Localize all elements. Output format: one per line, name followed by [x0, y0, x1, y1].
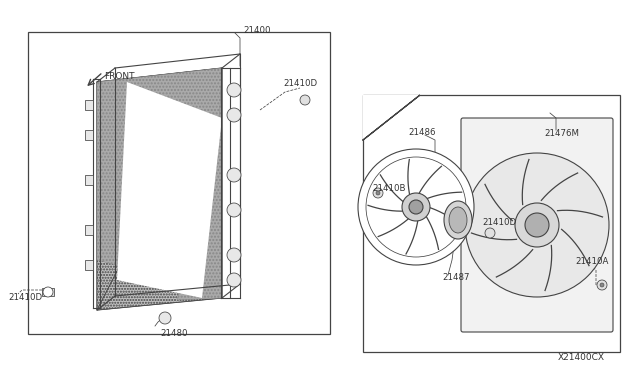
Text: 21400: 21400: [243, 26, 271, 35]
Polygon shape: [97, 68, 222, 310]
Circle shape: [43, 287, 53, 297]
Circle shape: [485, 228, 495, 238]
Polygon shape: [117, 82, 222, 298]
FancyBboxPatch shape: [461, 118, 613, 332]
Circle shape: [409, 200, 423, 214]
Polygon shape: [97, 68, 222, 310]
Polygon shape: [97, 68, 222, 310]
Bar: [42, 288, 54, 296]
Polygon shape: [177, 68, 222, 300]
Circle shape: [525, 213, 549, 237]
Circle shape: [227, 203, 241, 217]
Circle shape: [227, 168, 241, 182]
Circle shape: [373, 188, 383, 198]
Circle shape: [300, 95, 310, 105]
Circle shape: [597, 280, 607, 290]
Text: 21487: 21487: [442, 273, 470, 282]
Text: 21410B: 21410B: [372, 183, 406, 192]
Text: 21476M: 21476M: [544, 128, 579, 138]
Circle shape: [227, 108, 241, 122]
Bar: [85, 175, 93, 185]
Circle shape: [515, 203, 559, 247]
Bar: [85, 260, 93, 270]
Circle shape: [227, 248, 241, 262]
Text: 21410D: 21410D: [482, 218, 516, 227]
Ellipse shape: [444, 201, 472, 239]
Circle shape: [159, 312, 171, 324]
Circle shape: [465, 153, 609, 297]
Polygon shape: [97, 68, 222, 290]
Bar: [85, 130, 93, 140]
Bar: [85, 225, 93, 235]
Text: 21410D: 21410D: [8, 294, 42, 302]
Bar: [85, 100, 93, 110]
Text: 21410D: 21410D: [283, 78, 317, 87]
Text: X21400CX: X21400CX: [558, 353, 605, 362]
Polygon shape: [97, 68, 222, 310]
Ellipse shape: [449, 207, 467, 233]
Text: FRONT: FRONT: [104, 71, 134, 80]
Polygon shape: [363, 95, 420, 140]
Circle shape: [227, 273, 241, 287]
Circle shape: [376, 191, 380, 195]
Circle shape: [227, 83, 241, 97]
Text: 21410A: 21410A: [575, 257, 609, 266]
Bar: [28, 32, 330, 334]
Circle shape: [600, 283, 604, 287]
Circle shape: [402, 193, 430, 221]
Circle shape: [358, 149, 474, 265]
Text: 21486: 21486: [408, 128, 435, 137]
Text: 21480: 21480: [160, 328, 188, 337]
Bar: [363, 95, 620, 352]
